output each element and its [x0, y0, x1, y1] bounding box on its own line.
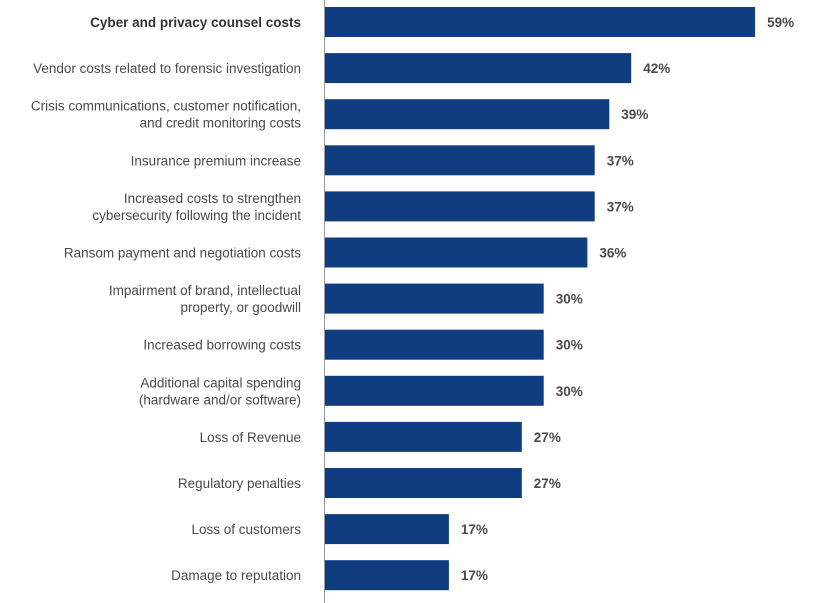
category-label-5: Ransom payment and negotiation costs — [64, 246, 301, 261]
category-label-7: Increased borrowing costs — [143, 338, 301, 353]
bars-group — [325, 7, 756, 591]
value-label-10: 27% — [534, 476, 561, 491]
value-label-0: 59% — [767, 15, 794, 30]
category-label-3-line-0: Insurance premium increase — [131, 153, 301, 168]
category-label-12-line-0: Damage to reputation — [171, 568, 301, 583]
value-label-5: 36% — [599, 246, 626, 261]
bar-12 — [325, 560, 449, 591]
value-label-3: 37% — [607, 153, 634, 168]
category-label-4-line-0: Increased costs to strengthen — [124, 191, 301, 206]
value-label-6: 30% — [556, 292, 583, 307]
bar-1 — [325, 53, 632, 84]
value-labels-group: 59% 42% 39% 37% 37% 36% 30% 30% 30% 27% 27% 17% 17% — [461, 15, 794, 583]
category-label-2-line-0: Crisis communications, customer notifica… — [31, 99, 301, 114]
category-label-12: Damage to reputation — [171, 568, 301, 583]
category-labels-group: Cyber and privacy counsel costs Vendor co… — [31, 15, 301, 583]
bar-6 — [325, 283, 544, 314]
bar-11 — [325, 514, 449, 545]
bar-2 — [325, 99, 610, 130]
category-label-7-line-0: Increased borrowing costs — [143, 338, 301, 353]
category-label-10-line-0: Regulatory penalties — [178, 476, 301, 491]
bar-3 — [325, 145, 595, 176]
category-label-8-line-1: (hardware and/or software) — [139, 392, 301, 407]
category-label-0: Cyber and privacy counsel costs — [90, 15, 301, 30]
category-label-11: Loss of customers — [191, 522, 301, 537]
category-label-1-line-0: Vendor costs related to forensic investi… — [33, 61, 301, 76]
bar-0 — [325, 7, 756, 37]
bar-4 — [325, 191, 595, 222]
value-label-8: 30% — [556, 384, 583, 399]
category-label-1: Vendor costs related to forensic investi… — [33, 61, 301, 76]
bar-8 — [325, 375, 544, 406]
value-label-2: 39% — [621, 107, 648, 122]
category-label-9-line-0: Loss of Revenue — [200, 430, 301, 445]
bar-7 — [325, 329, 544, 360]
category-label-2-line-1: and credit monitoring costs — [140, 116, 302, 131]
category-label-6-line-1: property, or goodwill — [180, 300, 301, 315]
category-label-4-line-1: cybersecurity following the incident — [92, 208, 301, 223]
value-label-4: 37% — [607, 199, 634, 214]
value-label-1: 42% — [643, 61, 670, 76]
value-label-12: 17% — [461, 568, 488, 583]
value-label-9: 27% — [534, 430, 561, 445]
value-label-7: 30% — [556, 338, 583, 353]
category-label-4: Increased costs to strengthen cybersecuri… — [92, 191, 301, 223]
bar-9 — [325, 421, 522, 452]
category-label-11-line-0: Loss of customers — [191, 522, 301, 537]
value-label-11: 17% — [461, 522, 488, 537]
category-label-0-line-0: Cyber and privacy counsel costs — [90, 15, 301, 30]
category-label-8-line-0: Additional capital spending — [140, 375, 301, 390]
category-label-6-line-0: Impairment of brand, intellectual — [109, 283, 301, 298]
category-label-10: Regulatory penalties — [178, 476, 301, 491]
category-label-2: Crisis communications, customer notifica… — [31, 99, 301, 131]
bar-10 — [325, 468, 522, 498]
category-label-5-line-0: Ransom payment and negotiation costs — [64, 246, 301, 261]
category-label-9: Loss of Revenue — [200, 430, 301, 445]
category-label-6: Impairment of brand, intellectual propert… — [109, 283, 301, 315]
bar-5 — [325, 237, 588, 268]
category-label-3: Insurance premium increase — [131, 153, 301, 168]
category-label-8: Additional capital spending (hardware and… — [139, 375, 301, 407]
